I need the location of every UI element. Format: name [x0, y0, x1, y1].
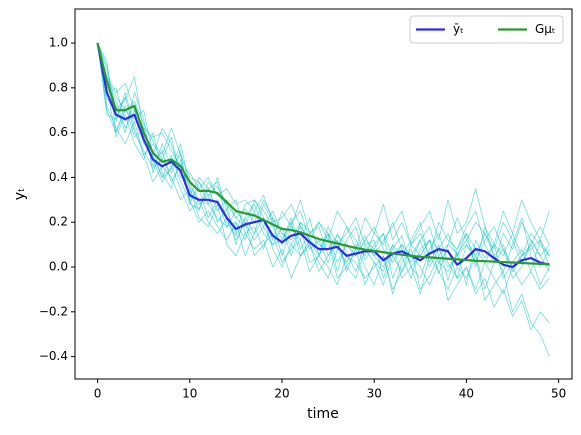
x-axis-label: time: [307, 406, 339, 422]
x-tick-label: 0: [94, 387, 102, 401]
x-tick-label: 30: [367, 387, 382, 401]
sample-line: [97, 42, 550, 357]
y-tick-label: 0.8: [49, 80, 68, 94]
plot-frame: [74, 8, 573, 380]
y-tick-label: 0.6: [49, 125, 68, 139]
y-tick-label: 0.2: [49, 215, 68, 229]
legend-box: [409, 15, 564, 44]
x-tick-label: 20: [274, 387, 289, 401]
x-tick-label: 50: [551, 387, 566, 401]
sample-line: [97, 42, 550, 290]
series-line: [96, 42, 550, 269]
legend-label: ȳₜ: [453, 22, 464, 36]
legend-label: Gμₜ: [535, 22, 555, 36]
sample-line: [97, 42, 550, 331]
y-tick-label: 1.0: [49, 36, 68, 50]
sample-line: [97, 42, 550, 272]
y-axis-label: yₜ: [12, 188, 28, 200]
y-tick-label: −0.4: [39, 349, 68, 363]
x-tick-label: 10: [182, 387, 197, 401]
sample-line: [97, 42, 550, 263]
y-tick-label: 0.4: [49, 170, 68, 184]
sample-line: [97, 42, 550, 295]
y-tick-label: −0.2: [39, 304, 68, 318]
x-tick-label: 40: [459, 387, 474, 401]
series-line: [96, 42, 550, 266]
y-tick-label: 0.0: [49, 260, 68, 274]
